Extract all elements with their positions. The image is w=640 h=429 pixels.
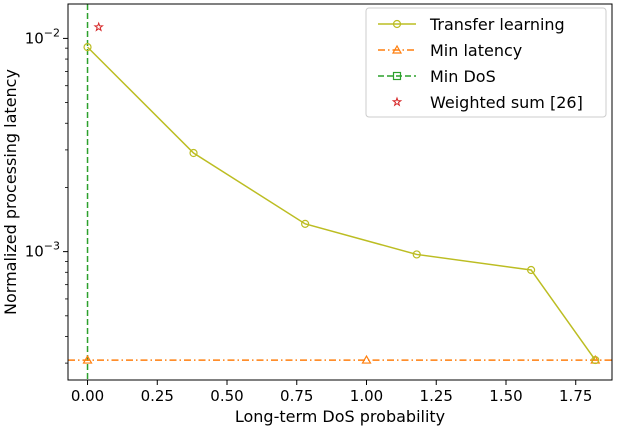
x-tick-label: 0.50 [210,387,243,405]
y-tick-label: 10−2 [25,26,60,47]
x-tick-label: 1.50 [489,387,522,405]
min-latency-point [82,354,93,364]
x-tick-label: 1.75 [559,387,592,405]
x-axis-label: Long-term DoS probability [235,407,445,426]
series-transfer-learning-line [86,46,596,361]
legend-marker [391,96,403,107]
legend-marker [391,44,403,54]
min-latency-point [361,354,372,364]
x-axis-ticks: 0.00 0.25 0.50 0.75 1.00 1.25 1.50 1.75 [71,380,592,405]
legend-entry-label: Min latency [430,41,522,60]
x-tick-label: 1.00 [350,387,383,405]
transfer-learning-point [526,265,536,275]
legend-entry-label: Transfer learning [429,15,565,34]
x-tick-label: 0.75 [280,387,313,405]
legend: Transfer learning Min latency Min DoS Weigh… [365,7,607,118]
legend-entry-label: Weighted sum [26] [430,93,583,112]
plot-area [68,4,612,380]
transfer-learning-point [301,219,310,228]
legend-marker [392,19,402,29]
y-axis-ticks: 10−2 10−3 [25,26,68,364]
transfer-learning-point [412,250,421,259]
transfer-learning-point [591,355,600,365]
axes-frame [67,3,613,381]
y-axis-label: Normalized processing latency [1,69,20,315]
transfer-learning-point [189,148,198,158]
legend-marker [392,71,402,81]
y-tick-label: 10−3 [25,240,60,261]
legend-entry-label: Min DoS [430,67,496,86]
transfer-learning-point [83,43,92,52]
weighted-sum-point [93,21,104,32]
x-tick-label: 0.25 [141,387,174,405]
x-tick-label: 0.00 [71,387,104,405]
legend-box [365,7,607,118]
x-tick-label: 1.25 [420,387,453,405]
